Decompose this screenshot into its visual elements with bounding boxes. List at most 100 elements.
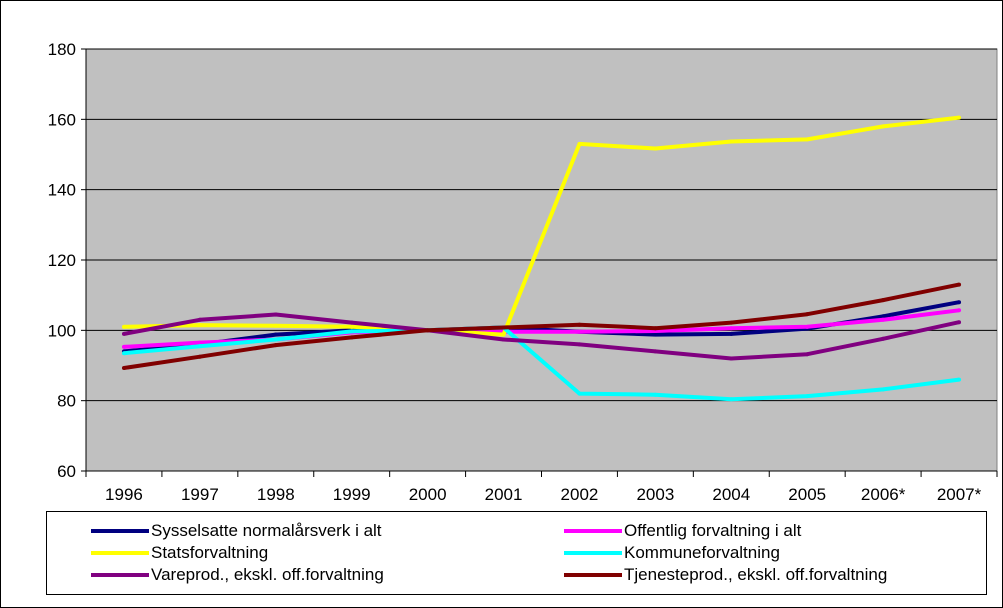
series-line-5 <box>123 312 960 361</box>
data-point <box>957 115 962 120</box>
series-line-3 <box>123 115 960 337</box>
data-point <box>881 387 886 392</box>
data-point <box>121 331 126 336</box>
x-tick-label: 2003 <box>636 485 674 504</box>
data-point <box>653 392 658 397</box>
data-point <box>881 314 886 319</box>
legend-item: Kommuneforvaltning <box>564 542 780 564</box>
data-point <box>425 328 430 333</box>
data-point <box>197 340 202 345</box>
data-point <box>273 332 278 337</box>
y-tick-label: 140 <box>48 181 76 200</box>
data-point <box>349 324 354 329</box>
series-line-4 <box>123 325 960 402</box>
legend-label: Vareprod., ekskl. off.forvaltning <box>151 565 384 584</box>
data-point <box>121 351 126 356</box>
data-point <box>273 312 278 317</box>
x-tick-label: 2007* <box>937 485 982 504</box>
x-tick-label: 1999 <box>333 485 371 504</box>
x-tick-label: 2006* <box>861 485 906 504</box>
y-tick-label: 120 <box>48 251 76 270</box>
data-point <box>349 335 354 340</box>
legend: Sysselsatte normalårsverk i alt Offentlig… <box>46 511 987 595</box>
data-point <box>957 308 962 313</box>
data-point <box>197 354 202 359</box>
x-tick-label: 1996 <box>105 485 143 504</box>
x-tick-label: 1997 <box>181 485 219 504</box>
data-point <box>349 320 354 325</box>
data-point <box>577 141 582 146</box>
axes: 60 80 100 120 140 160 180 1996 1997 1998 1999 2000 2… <box>48 40 998 504</box>
data-point <box>957 282 962 287</box>
data-point <box>729 139 734 144</box>
x-tick-label: 2001 <box>485 485 523 504</box>
y-tick-label: 100 <box>48 321 76 340</box>
data-point <box>653 146 658 151</box>
y-tick-label: 60 <box>57 462 76 481</box>
data-point <box>577 329 582 334</box>
x-tick-label: 2004 <box>712 485 750 504</box>
legend-item: Offentlig forvaltning i alt <box>564 520 801 542</box>
data-point <box>349 329 354 334</box>
y-tick-label: 80 <box>57 392 76 411</box>
legend-swatch <box>564 573 622 577</box>
y-tick-label: 180 <box>48 40 76 59</box>
data-point <box>957 320 962 325</box>
legend-swatch <box>91 551 149 555</box>
data-point <box>957 300 962 305</box>
series-line-6 <box>123 282 960 370</box>
data-point <box>805 312 810 317</box>
series-lines <box>121 115 962 402</box>
legend-label: Sysselsatte normalårsverk i alt <box>151 521 382 540</box>
x-tick-label: 2002 <box>561 485 599 504</box>
data-point <box>653 332 658 337</box>
data-point <box>121 344 126 349</box>
data-point <box>957 377 962 382</box>
data-point <box>273 323 278 328</box>
data-point <box>805 324 810 329</box>
legend-swatch <box>91 573 149 577</box>
legend-item: Sysselsatte normalårsverk i alt <box>91 520 382 542</box>
x-tick-label: 2000 <box>409 485 447 504</box>
data-point <box>729 320 734 325</box>
data-point <box>881 317 886 322</box>
x-tick-label: 2005 <box>788 485 826 504</box>
data-point <box>729 326 734 331</box>
legend-swatch <box>564 529 622 533</box>
data-point <box>881 336 886 341</box>
data-point <box>653 326 658 331</box>
data-point <box>881 298 886 303</box>
data-point <box>501 332 506 337</box>
data-point <box>121 365 126 370</box>
data-point <box>805 137 810 142</box>
data-point <box>273 343 278 348</box>
data-point <box>501 337 506 342</box>
legend-label: Statsforvaltning <box>151 543 269 562</box>
data-point <box>805 394 810 399</box>
data-point <box>197 317 202 322</box>
legend-swatch <box>564 551 622 555</box>
legend-swatch <box>91 529 149 533</box>
legend-label: Offentlig forvaltning i alt <box>624 521 802 540</box>
legend-label: Kommuneforvaltning <box>624 543 780 562</box>
data-point <box>729 331 734 336</box>
data-point <box>729 356 734 361</box>
data-point <box>501 325 506 330</box>
legend-item: Tjenesteprod., ekskl. off.forvaltning <box>564 564 887 586</box>
data-point <box>577 391 582 396</box>
data-point <box>881 124 886 129</box>
legend-item: Vareprod., ekskl. off.forvaltning <box>91 564 384 586</box>
data-point <box>197 344 202 349</box>
legend-item: Statsforvaltning <box>91 542 268 564</box>
data-point <box>729 397 734 402</box>
gridlines <box>86 48 997 402</box>
data-point <box>273 337 278 342</box>
y-tick-label: 160 <box>48 110 76 129</box>
data-point <box>577 322 582 327</box>
data-point <box>197 323 202 328</box>
data-point <box>577 342 582 347</box>
x-tick-label: 1998 <box>257 485 295 504</box>
data-point <box>805 352 810 357</box>
